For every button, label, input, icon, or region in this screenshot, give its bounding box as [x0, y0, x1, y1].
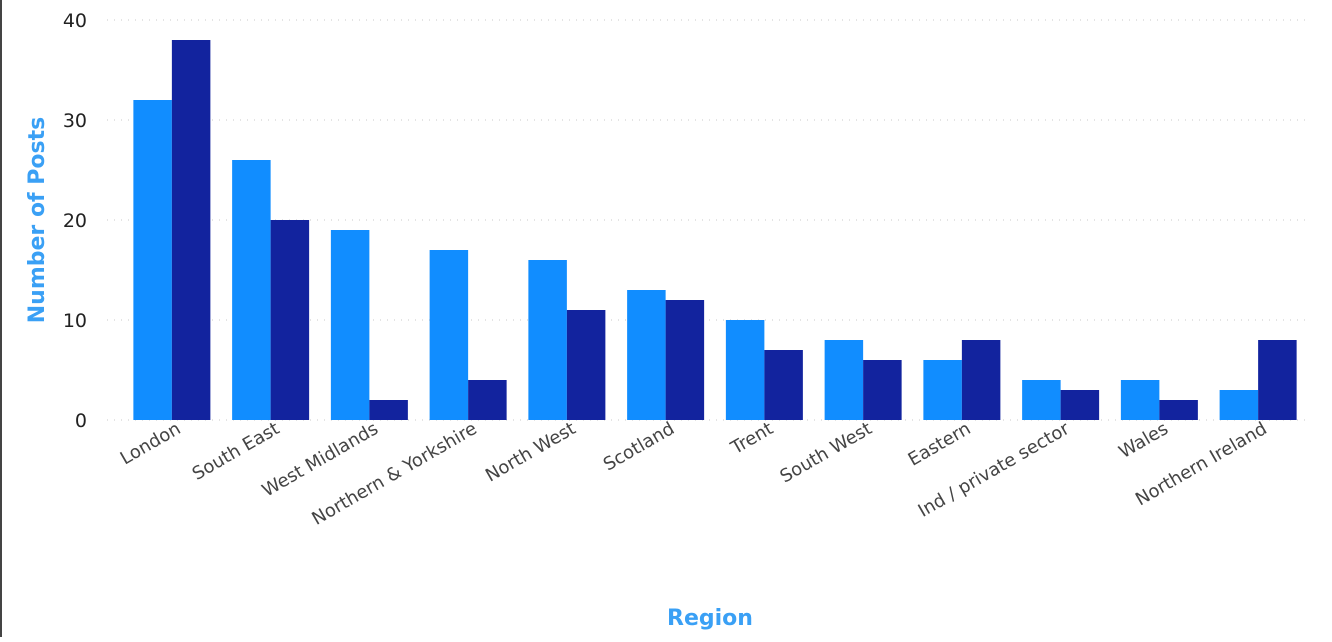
bar-series-1[interactable] [1120, 380, 1160, 420]
x-tick-label: South East [189, 418, 283, 485]
bar-series-2[interactable] [171, 40, 211, 420]
bar-series-1[interactable] [627, 290, 666, 420]
bar-series-2[interactable] [961, 340, 1001, 420]
y-tick-labels: 0 10 20 30 40 [63, 10, 87, 432]
bar-series-1[interactable] [330, 230, 370, 420]
y-tick-label: 10 [63, 310, 87, 332]
y-tick-label: 30 [63, 110, 87, 132]
bar-series-1[interactable] [923, 360, 962, 420]
x-tick-label: South West [777, 418, 876, 487]
bar-series-1[interactable] [232, 160, 271, 420]
bar-series-1[interactable] [725, 320, 765, 420]
x-tick-label: Trent [727, 418, 777, 459]
bar-series-2[interactable] [764, 350, 803, 420]
bar-series-2[interactable] [369, 400, 408, 420]
y-tick-label: 0 [75, 410, 87, 432]
bar-series-1[interactable] [528, 260, 567, 420]
y-tick-label: 40 [63, 10, 87, 32]
y-tick-label: 20 [63, 210, 87, 232]
x-tick-label: North West [482, 418, 579, 486]
bar-series-1[interactable] [429, 250, 469, 420]
x-axis-title: Region [667, 606, 753, 631]
bars [133, 40, 1297, 420]
bar-series-2[interactable] [1159, 400, 1198, 420]
bar-series-2[interactable] [468, 380, 507, 420]
x-tick-label: Scotland [600, 418, 678, 475]
bar-series-2[interactable] [1258, 340, 1297, 420]
x-tick-label: Eastern [905, 418, 975, 470]
bar-series-2[interactable] [566, 310, 606, 420]
bar-series-1[interactable] [824, 340, 864, 420]
bar-series-1[interactable] [1022, 380, 1061, 420]
x-tick-label: Northern & Yorkshire [308, 418, 480, 530]
bar-series-2[interactable] [1060, 390, 1100, 420]
bar-series-2[interactable] [270, 220, 310, 420]
y-axis-title: Number of Posts [25, 117, 50, 323]
x-tick-label: London [117, 418, 185, 469]
bar-series-1[interactable] [133, 100, 172, 420]
bar-series-2[interactable] [863, 360, 902, 420]
bar-series-1[interactable] [1219, 390, 1259, 420]
x-tick-label: Wales [1115, 418, 1172, 463]
bar-series-2[interactable] [665, 300, 705, 420]
